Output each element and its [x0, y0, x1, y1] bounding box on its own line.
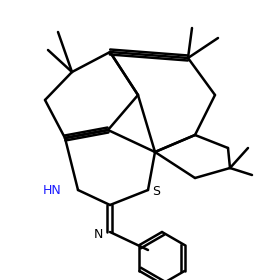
- Text: S: S: [151, 185, 159, 197]
- Text: N: N: [93, 227, 103, 241]
- Text: HN: HN: [43, 183, 62, 197]
